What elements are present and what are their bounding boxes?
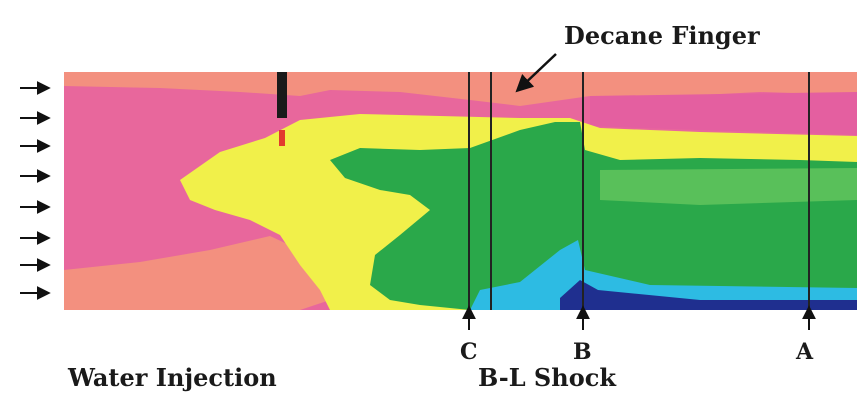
well-tip (279, 130, 285, 146)
salmon-band-lower (64, 236, 330, 310)
marker-b-label: B (573, 339, 592, 365)
salmon-band-upper (64, 72, 857, 106)
marker-c-label: C (460, 339, 478, 365)
dark-blue-zone (560, 280, 857, 310)
injection-arrows (20, 81, 51, 300)
marker-a-label: A (795, 339, 814, 365)
saturation-map (64, 72, 857, 310)
decane-finger-pointer (515, 53, 557, 93)
injection-well (277, 72, 287, 118)
decane-finger-label: Decane Finger (564, 21, 760, 50)
bl-shock-label: B-L Shock (478, 363, 617, 392)
pink-band-right (590, 92, 857, 135)
light-green-zone (600, 168, 857, 205)
water-injection-label: Water Injection (67, 363, 277, 392)
green-zone (330, 122, 857, 310)
